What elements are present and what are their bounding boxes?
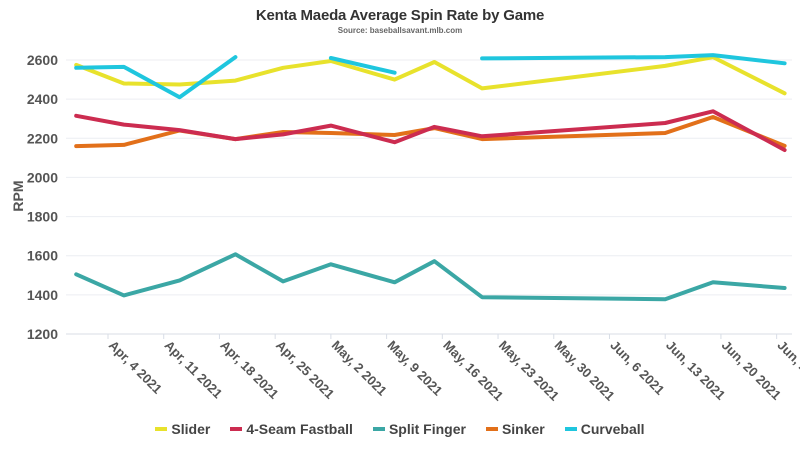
legend-item[interactable]: Curveball <box>564 421 645 437</box>
legend-item[interactable]: Split Finger <box>372 421 466 437</box>
y-tick-label: 1400 <box>27 287 58 303</box>
legend-label: 4-Seam Fastball <box>246 421 353 437</box>
series-line <box>328 56 397 75</box>
legend-swatch <box>230 427 243 431</box>
chart-title: Kenta Maeda Average Spin Rate by Game <box>255 7 545 24</box>
y-tick-label: 2400 <box>27 91 58 107</box>
y-axis-title: RPM <box>10 180 26 211</box>
series-line <box>74 55 238 100</box>
series-line <box>74 252 787 302</box>
y-tick-label: 2000 <box>27 169 58 185</box>
legend-swatch <box>485 427 498 431</box>
x-tick-label: Apr, 4 2021 <box>106 338 165 397</box>
legend-label: Split Finger <box>388 421 466 437</box>
legend-label: Sinker <box>501 421 545 437</box>
y-tick-label: 2600 <box>27 52 58 68</box>
series-line <box>480 53 787 66</box>
legend-label: Curveball <box>580 421 645 437</box>
y-axis-ticks: 1200 1400 1600 1800 2000 2200 2400 2600 <box>27 52 58 342</box>
chart-subtitle: Source: baseballsavant.mlb.com <box>337 26 463 35</box>
x-tick-label: Apr, 18 2021 <box>217 338 281 402</box>
legend: Slider 4-Seam Fastball Split Finger Sinker C… <box>0 421 800 437</box>
series-slider <box>74 55 787 96</box>
y-tick-label: 1800 <box>27 209 58 225</box>
series-4-seam-fastball <box>74 109 787 152</box>
line-chart: 1200 1400 1600 1800 2000 2200 2400 2600 Apr, 4 … <box>10 52 800 404</box>
series-curveball <box>74 53 787 100</box>
x-tick-label: Apr, 25 2021 <box>273 338 337 402</box>
y-tick-label: 2200 <box>27 130 58 146</box>
series-line <box>74 109 787 152</box>
series-split-finger <box>74 252 787 302</box>
legend-swatch <box>564 427 577 431</box>
legend-item[interactable]: Sinker <box>485 421 545 437</box>
x-tick-label: May, 9 2021 <box>384 338 445 399</box>
y-tick-label: 1200 <box>27 326 58 342</box>
y-tick-label: 1600 <box>27 248 58 264</box>
series-lines <box>74 53 787 302</box>
legend-swatch <box>155 427 168 431</box>
x-tick-label: Jun, 6 2021 <box>607 338 667 398</box>
legend-item[interactable]: Slider <box>155 421 210 437</box>
legend-label: Slider <box>171 421 211 437</box>
x-tick-label: May, 2 2021 <box>329 338 390 399</box>
legend-swatch <box>372 427 385 431</box>
x-tick-label: Apr, 11 2021 <box>162 338 226 402</box>
series-line <box>74 55 787 96</box>
legend-item[interactable]: 4-Seam Fastball <box>230 421 353 437</box>
grid-lines <box>66 59 792 335</box>
